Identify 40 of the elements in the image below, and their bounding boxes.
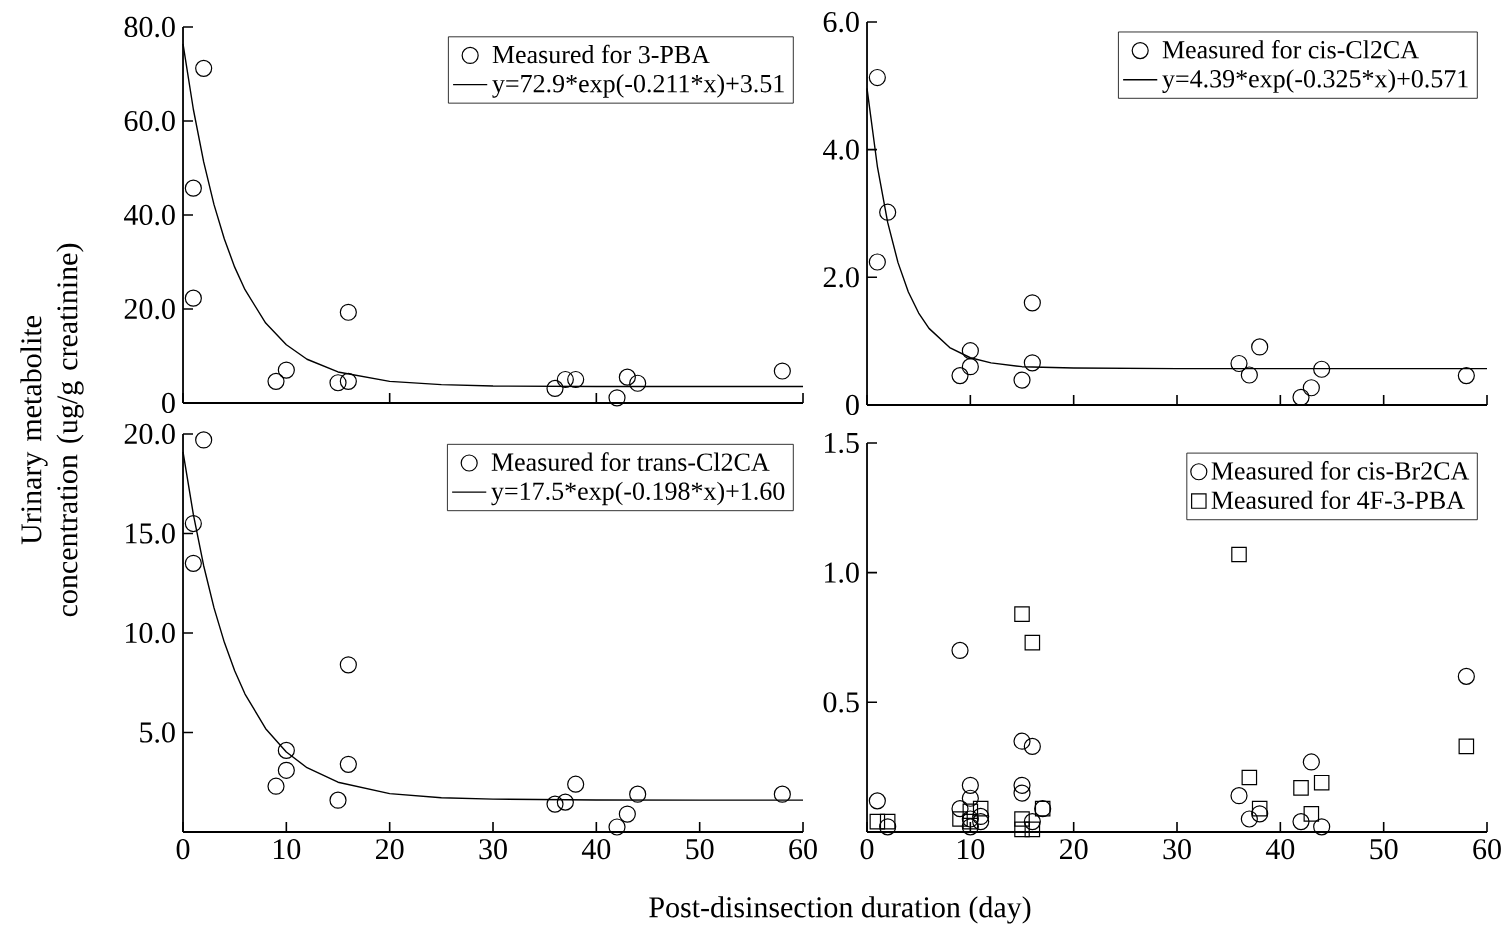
y-tick-label: 20.0 xyxy=(124,423,175,445)
x-tick-label: 10 xyxy=(273,839,301,860)
x-tick-label: 50 xyxy=(1370,839,1398,860)
x-tick-label: 40 xyxy=(581,839,611,860)
y-tick-label: 80.0 xyxy=(124,16,175,38)
x-tick-label: 40 xyxy=(1265,839,1295,860)
y-tick-label: 1.5 xyxy=(825,432,859,454)
y-tick-label: 5.0 xyxy=(140,722,175,743)
x-tick-label: 50 xyxy=(686,839,714,860)
x-tick-label: 30 xyxy=(1163,839,1191,860)
y-tick-label: 15.0 xyxy=(126,523,175,544)
legend-label: Measured for cis-Cl2CA xyxy=(1162,39,1419,59)
x-tick-label: 0 xyxy=(176,839,190,860)
x-tick-label: 20 xyxy=(1060,839,1088,860)
x-tick-label: 30 xyxy=(479,839,507,860)
y-tick-label: 10.0 xyxy=(126,622,175,644)
y-tick-label: 6.0 xyxy=(823,11,859,33)
y-tick-label: 0 xyxy=(162,392,175,414)
y-tick-label: 40.0 xyxy=(124,204,175,226)
y-tick-label: 4.0 xyxy=(823,139,859,160)
x-tick-label: 60 xyxy=(789,839,817,860)
y-axis-title: Urinary metabolite concentration (ug/g creatinine) xyxy=(20,243,84,617)
legend-label: y=72.9*exp(-0.211*x)+3.51 xyxy=(492,74,784,98)
x-tick-label: 20 xyxy=(375,839,404,860)
y-tick-label: 2.0 xyxy=(823,267,859,288)
y-tick-label: 0 xyxy=(846,394,859,416)
y-tick-label: 0.5 xyxy=(823,692,859,713)
legend-label: Measured for cis-Br2CA xyxy=(1211,461,1470,480)
x-tick-label: 60 xyxy=(1473,839,1501,860)
y-tick-label: 60.0 xyxy=(124,110,175,132)
legend-label: Measured for 4F-3-PBA xyxy=(1211,490,1465,509)
x-tick-label: 0 xyxy=(860,839,874,860)
x-axis-title: Post-disinsection duration (day) xyxy=(649,896,1031,924)
legend-label: y=17.5*exp(-0.198*x)+1.60 xyxy=(491,481,785,506)
y-tick-label: 1.0 xyxy=(825,562,859,583)
x-tick-label: 10 xyxy=(957,839,985,860)
y-tick-label: 20.0 xyxy=(124,298,175,320)
legend-label: y=4.39*exp(-0.325*x)+0.571 xyxy=(1162,69,1468,93)
legend-label: Measured for trans-Cl2CA xyxy=(491,452,770,471)
legend-label: Measured for 3-PBA xyxy=(492,44,710,64)
